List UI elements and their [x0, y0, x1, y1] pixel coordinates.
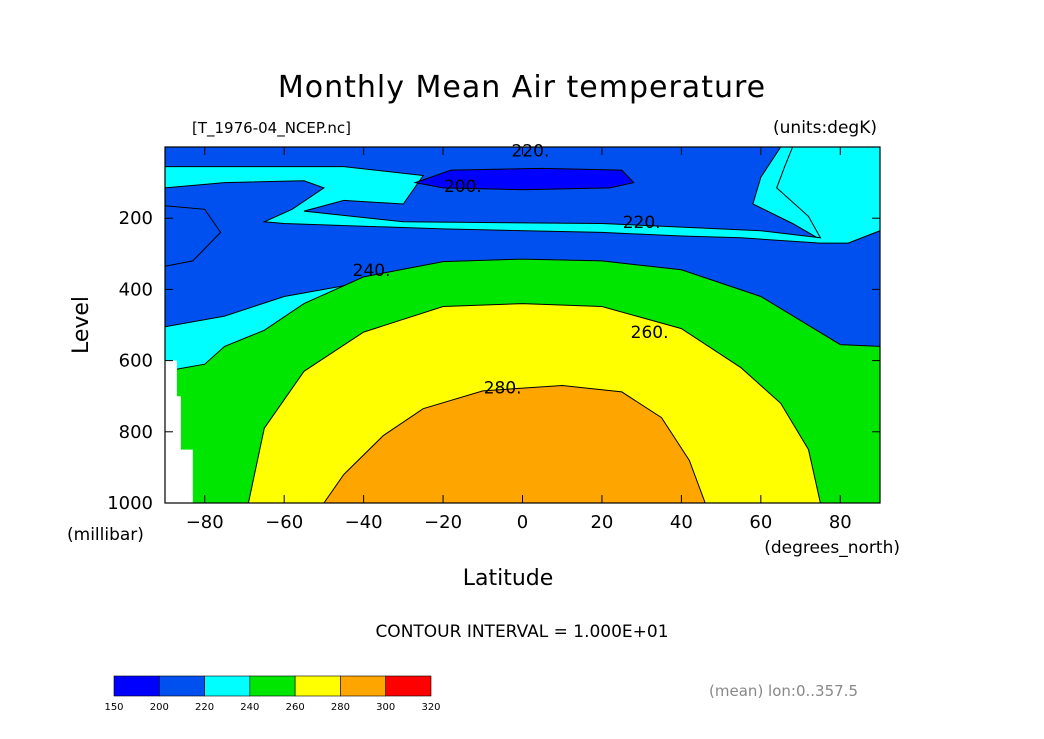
- y-tick-label: 1000: [107, 493, 153, 514]
- contour-label-layer: 220. 200. 220. 240. 260. 280.: [353, 142, 669, 399]
- colorbar-swatch: [204, 675, 251, 697]
- contour-label: 240.: [353, 261, 391, 281]
- x-tick-label: 0: [517, 512, 528, 533]
- colorbar-swatch: [294, 675, 341, 697]
- colorbar-label: 300: [376, 702, 395, 713]
- colorbar-label: 320: [421, 702, 440, 713]
- contour-label: 260.: [631, 323, 669, 343]
- x-tick-label: −40: [345, 512, 383, 533]
- colorbar-label: 200: [150, 702, 169, 713]
- contour-line-layer: [165, 360, 193, 503]
- contour-fill-layer: [165, 147, 880, 503]
- colorbar-label: 260: [286, 702, 305, 713]
- y-axis-title: Level: [69, 296, 94, 354]
- units-label: (units:degK): [773, 118, 877, 138]
- contour-label: 220.: [623, 213, 661, 233]
- x-tick-label: 80: [829, 512, 852, 533]
- colorbar-label: 220: [195, 702, 214, 713]
- y-tick-label: 800: [119, 422, 153, 443]
- chart-title: Monthly Mean Air temperature: [278, 70, 766, 105]
- colorbar-swatch: [113, 675, 160, 697]
- x-tick-label: 40: [670, 512, 693, 533]
- dataset-label: [T_1976-04_NCEP.nc]: [192, 119, 351, 138]
- region-280-300: [323, 384, 706, 503]
- colorbar: 150 200 220 240 260 280 300 320: [104, 675, 441, 713]
- region--220-polar-cap-: [165, 205, 222, 267]
- x-tick-label: 60: [749, 512, 772, 533]
- colorbar-swatch: [249, 675, 296, 697]
- colorbar-label: 150: [104, 702, 123, 713]
- region--200: [413, 167, 635, 191]
- contour-label: 200.: [444, 177, 482, 197]
- y-tick-label: 400: [119, 279, 153, 300]
- colorbar-label: 280: [331, 702, 350, 713]
- x-units-label: (degrees_north): [764, 538, 900, 558]
- footer-note: (mean) lon:0..357.5: [709, 682, 858, 700]
- colorbar-label: 240: [240, 702, 259, 713]
- contour-interval-text: CONTOUR INTERVAL = 1.000E+01: [375, 622, 668, 642]
- colorbar-swatch: [385, 675, 432, 697]
- x-tick-label: −80: [186, 512, 224, 533]
- x-tick-label: −20: [424, 512, 462, 533]
- x-axis-title: Latitude: [463, 566, 554, 591]
- colorbar-swatch: [158, 675, 205, 697]
- x-tick-label: 20: [590, 512, 613, 533]
- contour-label: 280.: [484, 378, 522, 398]
- contour-label: 220.: [512, 142, 550, 162]
- y-tick-label: 600: [119, 351, 153, 372]
- region-220-240: [165, 147, 880, 244]
- colorbar-swatch: [340, 675, 387, 697]
- y-units-label: (millibar): [67, 525, 144, 545]
- y-axis: 200 400 600 800 1000: [107, 208, 880, 514]
- missing-data-region: [165, 360, 193, 503]
- x-axis: −80 −60 −40 −20 0 20 40 60 80: [186, 147, 852, 533]
- y-tick-label: 200: [119, 208, 153, 229]
- x-tick-label: −60: [265, 512, 303, 533]
